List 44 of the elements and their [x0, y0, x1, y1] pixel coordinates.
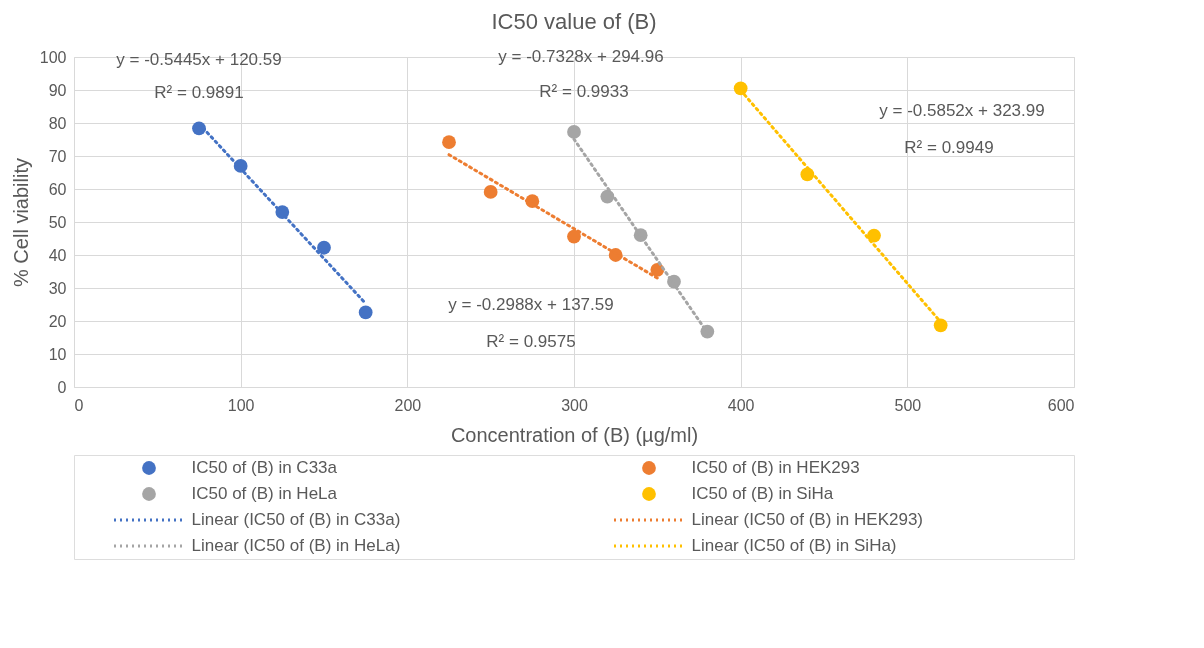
y-axis-title: % Cell viability [9, 158, 32, 287]
annotation: R² = 0.9933 [539, 81, 629, 101]
x-tick-label: 500 [894, 396, 922, 414]
point [317, 240, 331, 255]
y-tick-label: 90 [48, 81, 67, 99]
point [567, 125, 581, 139]
legend-label: Linear (IC50 of (B) in HEK293) [691, 510, 923, 529]
annotation: R² = 0.9891 [154, 83, 244, 103]
y-tick-label: 80 [48, 114, 67, 132]
legend-label: IC50 of (B) in HEK293 [691, 458, 860, 477]
legend-label: Linear (IC50 of (B) in C33a) [191, 510, 401, 529]
point [358, 305, 373, 320]
legend-label: IC50 of (B) in HeLa [191, 484, 338, 503]
x-tick-label: 100 [227, 396, 255, 414]
annotation: y = -0.7328x + 294.96 [498, 47, 664, 66]
annotation: y = -0.2988x + 137.59 [448, 294, 614, 314]
y-tick-label: 20 [48, 312, 67, 330]
annotation: R² = 0.9949 [904, 137, 994, 157]
point [483, 185, 498, 199]
x-tick-label: 400 [727, 396, 755, 414]
x-tick-label: 600 [1047, 396, 1075, 414]
y-tick-label: 0 [57, 378, 67, 396]
legend-label: IC50 of (B) in SiHa [691, 484, 834, 503]
annotation: R² = 0.9575 [486, 332, 576, 352]
point [442, 135, 456, 150]
y-tick-label: 70 [48, 147, 67, 165]
chart-title: IC50 value of (B) [491, 9, 657, 34]
y-tick-label: 30 [48, 279, 67, 297]
y-tick-label: 40 [48, 246, 67, 264]
annotation: y = -0.5852x + 323.99 [879, 101, 1045, 121]
y-tick-label: 100 [39, 48, 67, 66]
x-tick-label: 0 [74, 396, 84, 414]
x-tick-label: 300 [561, 396, 588, 414]
y-tick-label: 60 [48, 180, 67, 198]
legend-label: IC50 of (B) in C33a [191, 458, 338, 477]
y-tick-label: 10 [48, 345, 67, 363]
point [567, 229, 581, 244]
x-axis-title: Concentration of (B) (µg/ml) [450, 423, 699, 446]
legend-label: Linear (IC50 of (B) in HeLa) [191, 536, 401, 555]
x-tick-label: 200 [394, 396, 422, 414]
legend-label: Linear (IC50 of (B) in SiHa) [691, 536, 897, 555]
y-tick-label: 50 [48, 213, 67, 231]
annotation: y = -0.5445x + 120.59 [116, 50, 282, 70]
point [933, 318, 948, 333]
